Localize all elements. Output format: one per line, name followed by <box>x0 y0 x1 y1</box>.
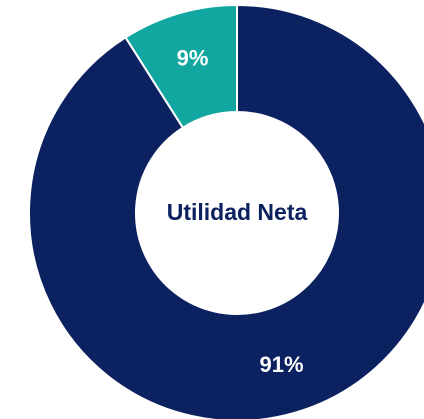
center-label: Utilidad Neta <box>167 199 308 225</box>
donut-segment <box>124 3 238 130</box>
donut-segment <box>28 3 424 419</box>
data-label: 91% <box>259 352 303 377</box>
data-label: 9% <box>177 46 209 71</box>
